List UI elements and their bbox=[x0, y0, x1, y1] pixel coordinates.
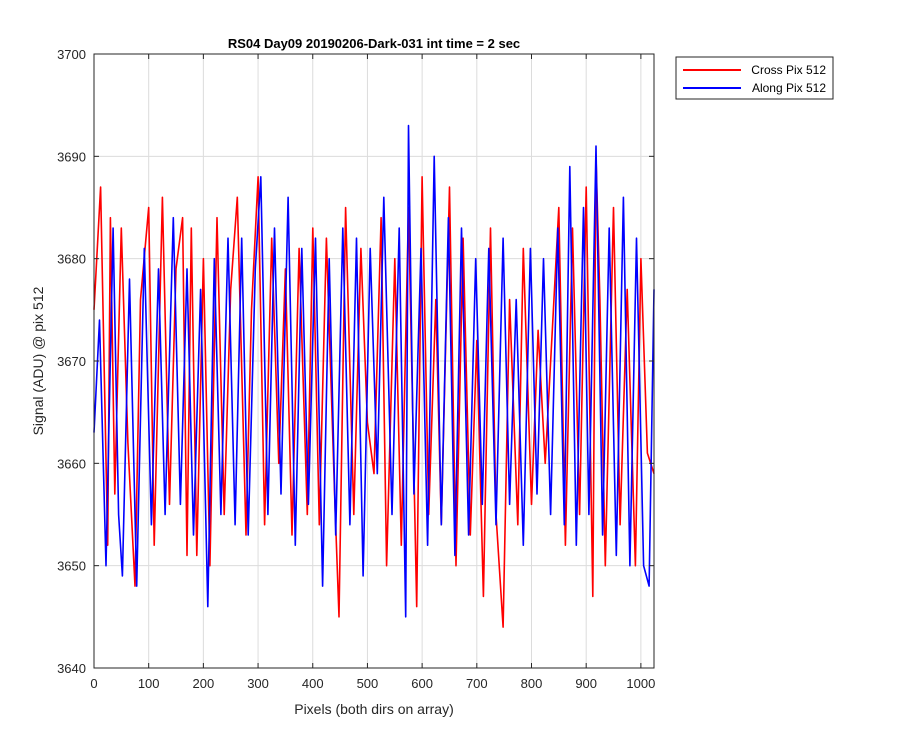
x-tick-label: 1000 bbox=[626, 676, 655, 691]
x-tick-label: 500 bbox=[357, 676, 379, 691]
y-tick-label: 3670 bbox=[57, 354, 86, 369]
series-line-along-pix-512 bbox=[93, 124, 655, 618]
y-tick-label: 3660 bbox=[57, 456, 86, 471]
x-tick-label: 0 bbox=[90, 676, 97, 691]
x-axis-ticks: 0 100 200 300 400 500 600 700 800 900 1000 bbox=[90, 54, 655, 691]
x-tick-label: 100 bbox=[138, 676, 160, 691]
legend: Cross Pix 512 Along Pix 512 bbox=[675, 56, 834, 100]
y-tick-label: 3690 bbox=[57, 149, 86, 164]
y-axis-label: Signal (ADU) @ pix 512 bbox=[30, 286, 46, 435]
y-tick-label: 3700 bbox=[57, 47, 86, 62]
x-tick-label: 700 bbox=[466, 676, 488, 691]
y-tick-label: 3650 bbox=[57, 559, 86, 574]
y-tick-label: 3640 bbox=[57, 661, 86, 676]
x-tick-label: 200 bbox=[193, 676, 215, 691]
x-tick-label: 400 bbox=[302, 676, 324, 691]
chart-title: RS04 Day09 20190206-Dark-031 int time = … bbox=[228, 36, 520, 51]
x-tick-label: 300 bbox=[247, 676, 269, 691]
x-tick-label: 900 bbox=[575, 676, 597, 691]
y-axis-ticks: 3640 3650 3660 3670 3680 3690 3700 bbox=[57, 47, 654, 676]
x-tick-label: 800 bbox=[521, 676, 543, 691]
x-axis-label: Pixels (both dirs on array) bbox=[294, 701, 454, 717]
legend-label-cross-pix: Cross Pix 512 bbox=[751, 63, 826, 77]
y-tick-label: 3680 bbox=[57, 252, 86, 267]
legend-label-along-pix: Along Pix 512 bbox=[752, 81, 826, 95]
legend-box bbox=[675, 56, 834, 100]
series-lines bbox=[93, 124, 655, 628]
x-tick-label: 600 bbox=[411, 676, 433, 691]
